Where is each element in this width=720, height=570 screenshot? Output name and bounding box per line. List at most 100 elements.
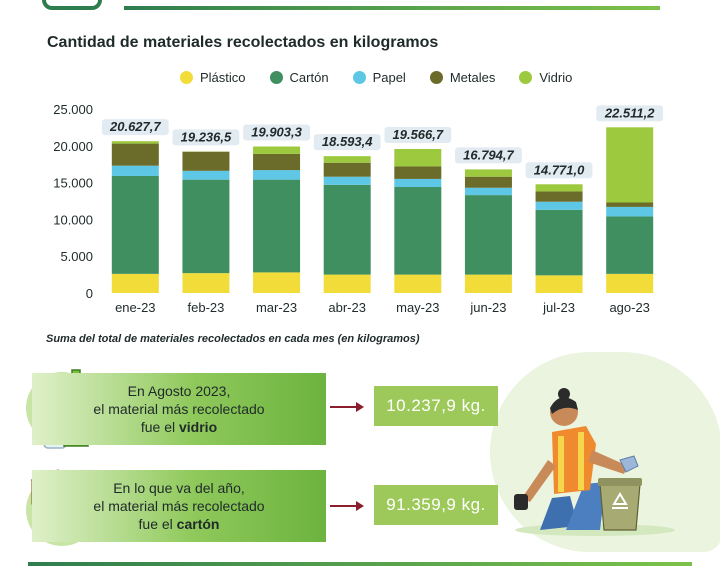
- stacked-bar-chart: 0 5.000 10.000 15.000 20.000 25.000 20.627,7 en…: [53, 102, 664, 315]
- bar-segment-cartón: [464, 195, 512, 275]
- legend-label-carton: Cartón: [289, 70, 329, 85]
- bar-segment-cartón: [535, 209, 583, 276]
- y-tick-label: 20.000: [53, 139, 93, 154]
- legend-item-papel: Papel: [352, 70, 406, 85]
- total-label-background: [313, 134, 381, 151]
- arrow-icon: [330, 501, 364, 511]
- x-tick-label: jun-23: [469, 300, 506, 315]
- total-label-background: [596, 105, 664, 122]
- bar-segment-plástico: [535, 275, 583, 293]
- bar-segment-metales: [323, 162, 371, 177]
- bar-segment-metales: [111, 143, 159, 166]
- total-label-background: [384, 126, 452, 143]
- bar-segment-vidrio: [464, 169, 512, 177]
- legend-swatch-metales: [429, 71, 443, 84]
- bar-segment-metales: [606, 202, 654, 207]
- bar-segment-vidrio: [323, 156, 371, 163]
- y-tick-label: 5.000: [60, 249, 93, 264]
- chart-subtitle: Suma del total de materiales recolectado…: [46, 333, 420, 345]
- total-data-label: 18.593,4: [322, 134, 373, 149]
- legend-swatch-carton: [269, 71, 283, 84]
- legend-swatch-plastico: [180, 71, 193, 84]
- arrow-icon: [330, 402, 364, 412]
- legend-label-vidrio: Vidrio: [539, 70, 573, 85]
- bar-segment-metales: [394, 166, 442, 179]
- bar-segment-plástico: [464, 274, 512, 293]
- stat-box-anual: En lo que va del año, el material más re…: [32, 470, 326, 542]
- bar-segment-cartón: [182, 179, 230, 274]
- bar-segment-vidrio: [606, 127, 654, 203]
- bar-segment-metales: [464, 176, 512, 188]
- bar-segment-papel: [111, 165, 159, 176]
- x-tick-label: ago-23: [609, 300, 649, 315]
- recycling-logo-icon: [42, 0, 102, 10]
- total-label-background: [243, 124, 310, 141]
- stat-line-1: En lo que va del año,: [113, 480, 245, 496]
- bar-segment-plástico: [323, 274, 371, 293]
- bar-segment-plástico: [111, 273, 159, 293]
- total-data-label: 19.566,7: [393, 127, 444, 142]
- total-data-label: 16.794,7: [463, 147, 514, 162]
- bar-segment-plástico: [394, 274, 442, 293]
- bar-segment-papel: [464, 187, 512, 196]
- bar-segment-vidrio: [253, 146, 301, 154]
- y-tick-label: 10.000: [53, 212, 93, 227]
- stat-material-vidrio: vidrio: [179, 419, 218, 435]
- total-data-label: 22.511,2: [604, 105, 655, 120]
- legend-swatch-papel: [352, 71, 366, 84]
- bar-segment-papel: [323, 176, 371, 185]
- total-label-background: [525, 162, 593, 179]
- total-label-background: [172, 129, 240, 146]
- stat-prefix: fue el: [138, 516, 177, 532]
- stat-line-2: el material más recolectado: [93, 498, 265, 514]
- bar-segment-cartón: [606, 216, 654, 274]
- stat-line-1: En Agosto 2023,: [127, 383, 231, 399]
- chart-title: Cantidad de materiales recolectados en k…: [47, 34, 439, 51]
- top-divider: [124, 6, 660, 10]
- bar-segment-plástico: [606, 273, 654, 293]
- top-bar: [0, 0, 720, 16]
- value-box-vidrio: 10.237,9 kg.: [374, 386, 498, 426]
- value-box-carton: 91.359,9 kg.: [374, 485, 498, 525]
- stat-material-carton: cartón: [176, 516, 220, 532]
- chart-legend: Plástico Cartón Papel Metales Vidrio: [180, 70, 572, 85]
- stat-line-3: fue el cartón: [93, 515, 264, 533]
- legend-item-carton: Cartón: [269, 70, 329, 85]
- bar-segment-papel: [606, 206, 654, 217]
- y-tick-label: 25.000: [53, 102, 93, 117]
- bar-segment-metales: [535, 191, 583, 202]
- total-data-label: 20.627,7: [109, 119, 161, 134]
- legend-swatch-vidrio: [519, 71, 533, 84]
- person-recycling-illustration: [514, 388, 675, 536]
- total-label-background: [101, 119, 169, 136]
- stat-line-2: el material más recolectado: [93, 401, 265, 417]
- bar-segment-cartón: [253, 179, 301, 273]
- legend-label-metales: Metales: [449, 70, 496, 85]
- total-label-background: [455, 147, 522, 164]
- total-data-label: 19.903,3: [251, 125, 302, 140]
- x-tick-label: may-23: [396, 300, 439, 315]
- bottom-divider: [28, 562, 692, 566]
- stat-box-agosto: En Agosto 2023, el material más recolect…: [32, 373, 326, 445]
- bar-segment-cartón: [111, 175, 159, 274]
- bar-segment-cartón: [323, 184, 371, 275]
- bar-segment-papel: [535, 201, 583, 210]
- x-tick-label: jul-23: [542, 300, 575, 315]
- bar-segment-papel: [394, 178, 442, 188]
- x-tick-label: abr-23: [328, 300, 366, 315]
- bar-segment-papel: [253, 170, 301, 180]
- stat-line-3: fue el vidrio: [93, 418, 264, 436]
- legend-item-plastico: Plástico: [180, 70, 246, 85]
- total-data-label: 19.236,5: [181, 129, 232, 144]
- bar-segment-vidrio: [394, 148, 442, 167]
- total-data-label: 14.771,0: [534, 162, 585, 177]
- bar-segment-vidrio: [111, 141, 159, 144]
- y-tick-label: 0: [86, 286, 93, 301]
- bar-segment-vidrio: [535, 184, 583, 192]
- x-tick-label: feb-23: [188, 300, 225, 315]
- bar-segment-plástico: [253, 272, 301, 293]
- bar-segment-plástico: [182, 273, 230, 293]
- bar-segment-cartón: [394, 187, 442, 275]
- legend-label-plastico: Plástico: [200, 70, 246, 85]
- legend-item-metales: Metales: [429, 70, 496, 85]
